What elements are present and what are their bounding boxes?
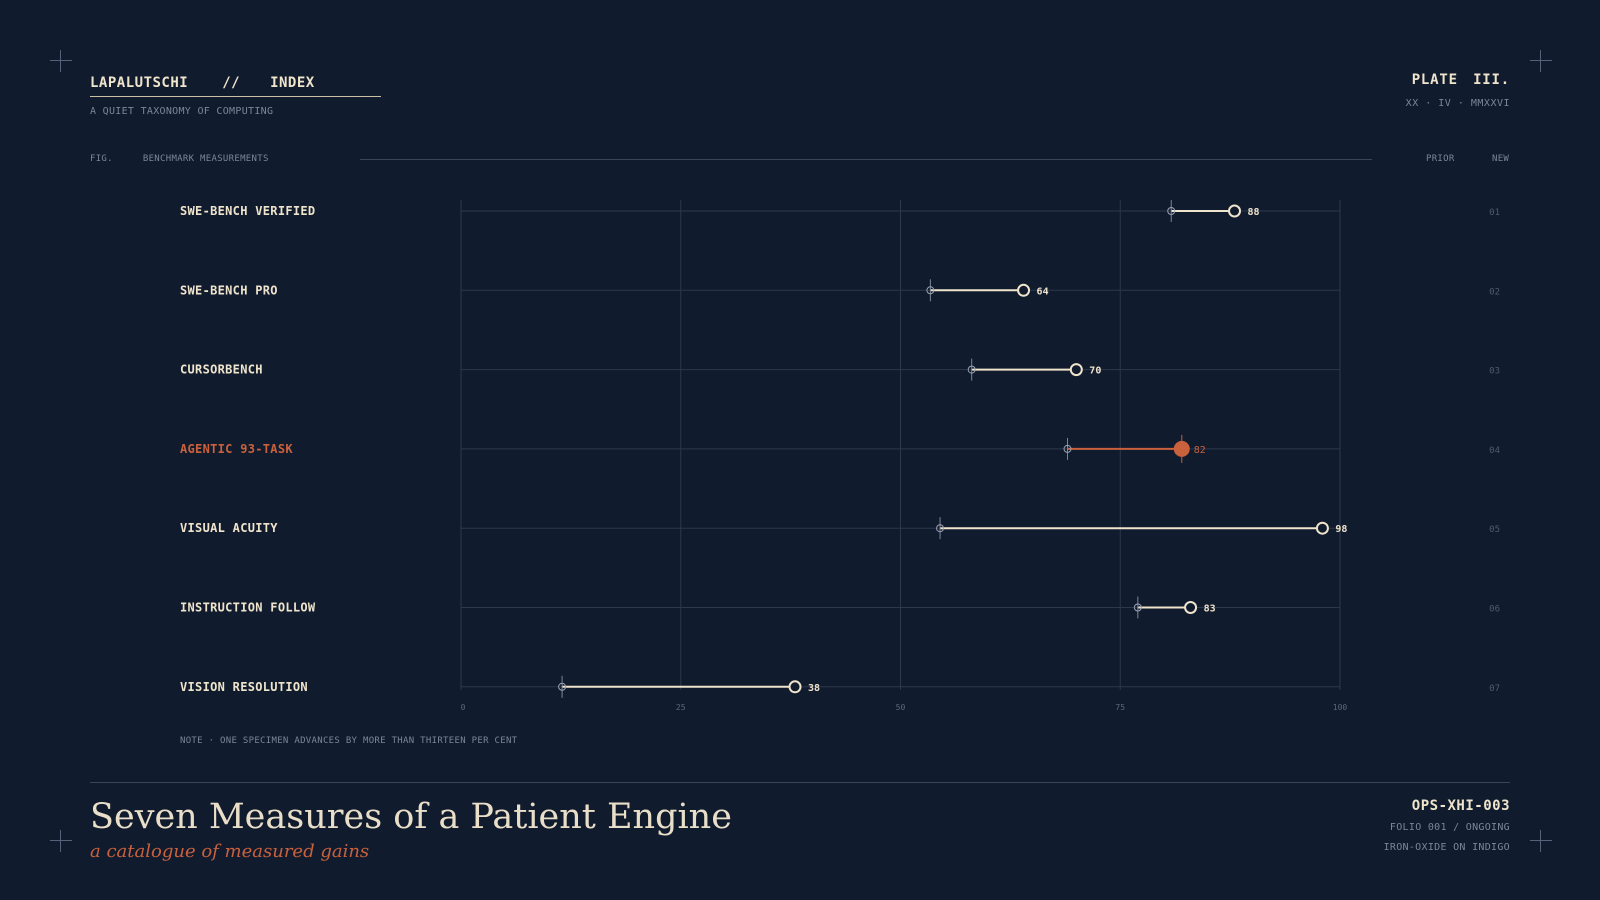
fig-label: FIG. — [90, 154, 113, 164]
new-marker — [1184, 601, 1198, 614]
new-marker — [788, 680, 802, 694]
value-label: 38 — [808, 683, 820, 694]
chart-note: NOTE · ONE SPECIMEN ADVANCES BY MORE THA… — [180, 736, 518, 746]
new-column-label: NEW — [1492, 154, 1510, 164]
corner-crosshair-top-left — [50, 50, 72, 72]
page-subtitle: a catalogue of measured gains — [90, 841, 370, 862]
prior-marker — [926, 286, 935, 295]
row-index: 06 — [1489, 605, 1500, 615]
row-index: 01 — [1489, 208, 1500, 218]
category-label: INSTRUCTION FOLLOW — [180, 601, 316, 615]
prior-marker — [1063, 444, 1072, 453]
value-label: 70 — [1089, 366, 1101, 377]
category-label: VISION RESOLUTION — [180, 680, 308, 694]
corner-crosshair-bottom-left — [50, 830, 72, 852]
row-index: 04 — [1489, 446, 1500, 456]
category-label: CURSORBENCH — [180, 363, 263, 377]
row-index: 02 — [1489, 287, 1500, 297]
fig-caption: BENCHMARK MEASUREMENTS — [142, 154, 269, 164]
corner-crosshair-bottom-right — [1530, 830, 1552, 852]
new-marker — [1173, 440, 1190, 457]
new-marker — [1069, 363, 1083, 377]
category-label: SWE-BENCH VERIFIED — [180, 204, 315, 218]
plate-date: XX · IV · MMXXVI — [1405, 98, 1510, 109]
value-label: 82 — [1194, 445, 1206, 456]
brand-name: LAPALUTSCHI — [90, 75, 189, 91]
new-marker — [1228, 204, 1242, 218]
new-marker — [1315, 521, 1329, 535]
page-title: Seven Measures of a Patient Engine — [90, 797, 732, 837]
prior-marker — [1167, 207, 1176, 215]
category-label: SWE-BENCH PRO — [180, 283, 278, 297]
x-tick-label: 75 — [1115, 703, 1125, 712]
value-label: 64 — [1037, 286, 1049, 297]
plate-number: PLATE III. — [1411, 72, 1510, 88]
row-index: 03 — [1489, 367, 1500, 377]
value-label: 88 — [1248, 207, 1260, 218]
prior-marker — [967, 365, 976, 374]
medium-label: IRON-OXIDE ON INDIGO — [1383, 842, 1510, 853]
brand-header: LAPALUTSCHI // INDEX — [90, 72, 381, 97]
value-label: 83 — [1204, 604, 1216, 615]
figure-caption-row: FIG. BENCHMARK MEASUREMENTS — [90, 154, 269, 164]
x-tick-label: 0 — [461, 703, 466, 712]
folio-label: FOLIO 001 / ONGOING — [1389, 822, 1510, 833]
new-marker — [1017, 283, 1031, 297]
row-index: 07 — [1489, 684, 1500, 694]
caption-rule — [360, 159, 1372, 160]
x-tick-label: 100 — [1333, 703, 1348, 712]
prior-marker — [936, 524, 945, 533]
prior-marker — [558, 682, 567, 691]
x-tick-label: 50 — [896, 703, 906, 712]
corner-crosshair-top-right — [1530, 50, 1552, 72]
section-name: INDEX — [270, 75, 315, 91]
prior-column-label: PRIOR — [1426, 154, 1455, 164]
brand-separator: // — [222, 75, 241, 91]
footer-rule — [90, 782, 1510, 783]
value-label: 98 — [1335, 524, 1347, 535]
tagline: A QUIET TAXONOMY OF COMPUTING — [90, 106, 274, 117]
prior-marker — [1133, 603, 1142, 612]
row-index: 05 — [1489, 525, 1500, 535]
category-label: VISUAL ACUITY — [180, 521, 278, 535]
x-tick-label: 25 — [676, 703, 686, 712]
category-label: AGENTIC 93-TASK — [180, 442, 293, 456]
document-code: OPS-XHI-003 — [1411, 798, 1510, 814]
